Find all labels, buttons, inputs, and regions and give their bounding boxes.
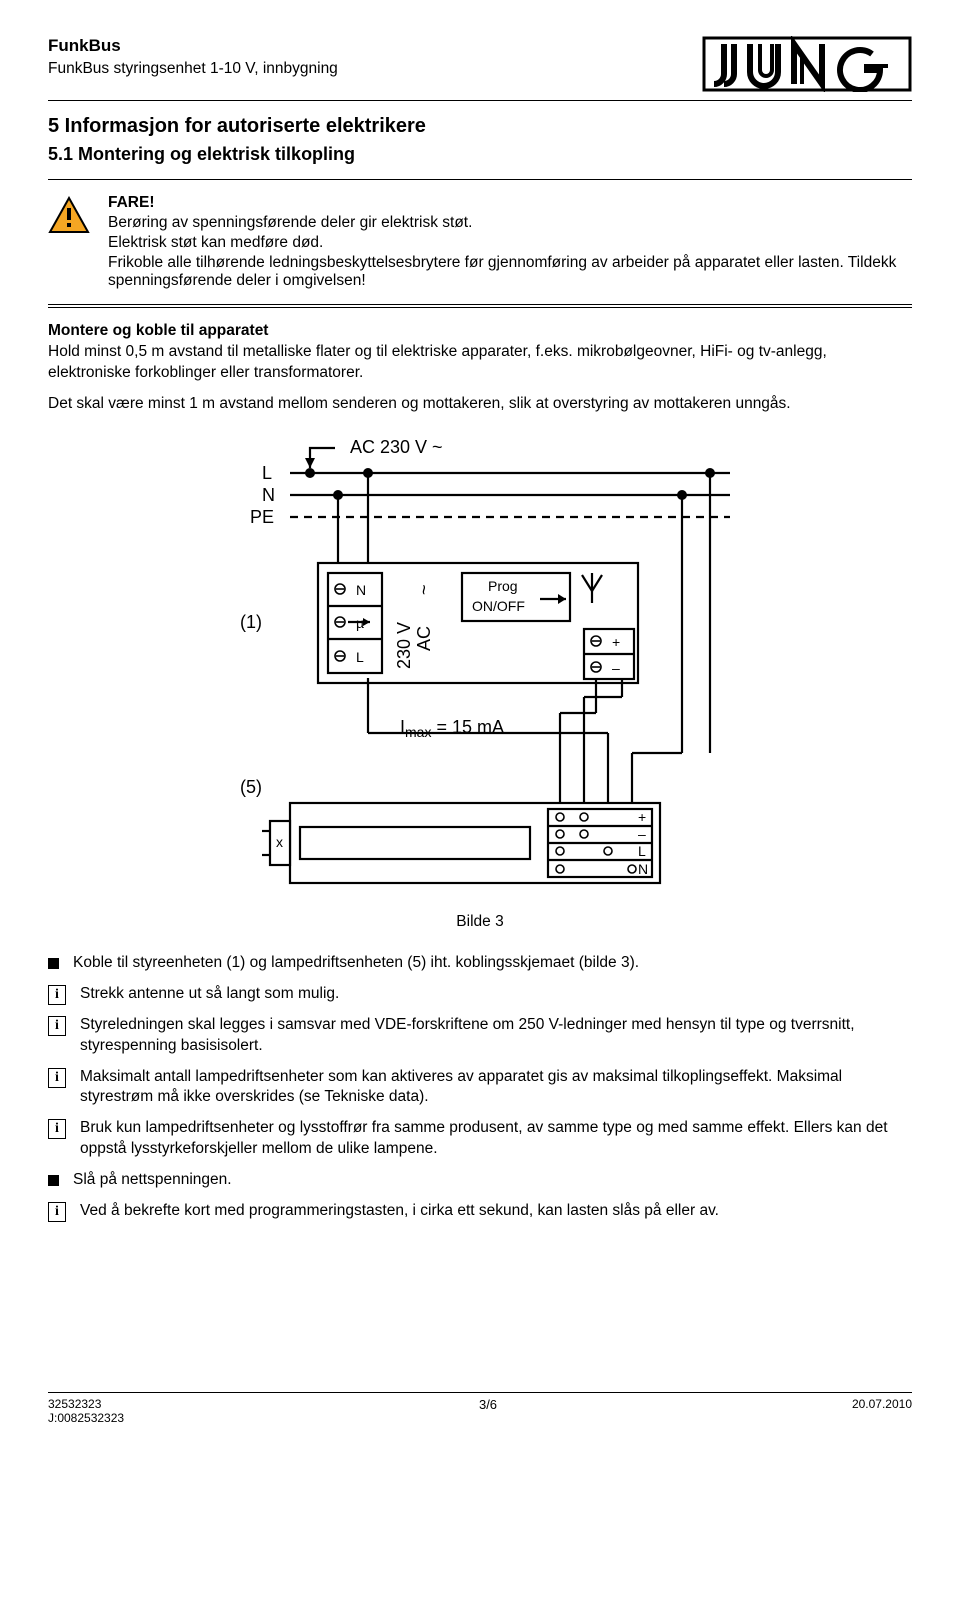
info-icon: i (48, 1202, 66, 1222)
wiring-diagram: .wire { stroke:#000; stroke-width:2.2; f… (200, 433, 760, 903)
instruction-item: i Bruk kun lampedriftsenheter og lysstoff… (48, 1118, 912, 1160)
figure-caption: Bilde 3 (48, 913, 912, 931)
svg-text:~: ~ (414, 584, 434, 595)
minus-label: – (612, 660, 620, 676)
mount-para-2: Det skal være minst 1 m avstand mellom s… (48, 394, 912, 415)
instruction-text: Bruk kun lampedriftsenheter og lysstoffr… (80, 1118, 912, 1160)
b-N: N (638, 861, 648, 877)
bullet-icon (48, 1175, 59, 1186)
instruction-text: Styreledningen skal legges i samsvar med… (80, 1015, 912, 1057)
PE-label: PE (250, 507, 274, 527)
L-label: L (262, 463, 272, 483)
instruction-text: Maksimalt antall lampedriftsenheter som … (80, 1067, 912, 1109)
term-N: N (356, 582, 366, 598)
instruction-item: i Maksimalt antall lampedriftsenheter som… (48, 1067, 912, 1109)
instruction-item: i Styreledningen skal legges i samsvar me… (48, 1015, 912, 1057)
ac-label: AC 230 V ~ (350, 437, 443, 457)
N-label: N (262, 485, 275, 505)
term-L: L (356, 649, 364, 665)
page-footer: 32532323 J:0082532323 3/6 20.07.2010 (48, 1392, 912, 1425)
b-minus: – (638, 826, 646, 842)
warning-line-2: Elektrisk støt kan medføre død. (108, 234, 912, 252)
danger-label: FARE! (108, 194, 912, 212)
product-name: FunkBus styringsenhet 1-10 V, innbygning (48, 60, 338, 77)
footer-date: 20.07.2010 (852, 1397, 912, 1425)
onoff-label: ON/OFF (472, 598, 525, 614)
instruction-list: Koble til styreenheten (1) og lampedrift… (48, 953, 912, 1222)
section-title: 5 Informasjon for autoriserte elektriker… (48, 115, 912, 138)
instruction-item: i Strekk antenne ut så langt som mulig. (48, 984, 912, 1005)
header-left: FunkBus FunkBus styringsenhet 1-10 V, in… (48, 36, 338, 78)
rot-AC: AC (414, 626, 434, 651)
ref5-label: (5) (240, 777, 262, 797)
jung-logo (702, 36, 912, 92)
brand-name: FunkBus (48, 36, 338, 56)
info-icon: i (48, 1068, 66, 1088)
b-L: L (638, 843, 646, 859)
ref1-label: (1) (240, 612, 262, 632)
b-plus: + (638, 809, 646, 825)
rot-230: 230 V (394, 622, 414, 669)
warning-line-1: Berøring av spenningsførende deler gir e… (108, 214, 912, 232)
warning-triangle-icon (48, 196, 90, 234)
warning-line-3: Frikoble alle tilhørende ledningsbeskytt… (108, 254, 912, 290)
x-label: x (276, 834, 283, 850)
mount-para-1: Hold minst 0,5 m avstand til metalliske … (48, 342, 912, 384)
bullet-icon (48, 958, 59, 969)
page-header: FunkBus FunkBus styringsenhet 1-10 V, in… (48, 36, 912, 101)
mount-title: Montere og koble til apparatet (48, 322, 912, 340)
plus-label: + (612, 634, 620, 650)
info-icon: i (48, 1016, 66, 1036)
warning-block: FARE! Berøring av spenningsførende deler… (48, 194, 912, 305)
divider (48, 179, 912, 180)
instruction-item: Slå på nettspenningen. (48, 1170, 912, 1191)
prog-label: Prog (488, 578, 518, 594)
footer-code-1: 32532323 (48, 1397, 124, 1411)
divider (48, 307, 912, 308)
instruction-item: Koble til styreenheten (1) og lampedrift… (48, 953, 912, 974)
instruction-text: Slå på nettspenningen. (73, 1170, 232, 1191)
footer-page: 3/6 (479, 1397, 497, 1425)
instruction-text: Ved å bekrefte kort med programmeringsta… (80, 1201, 719, 1222)
warning-text: FARE! Berøring av spenningsførende deler… (108, 194, 912, 292)
svg-text:Imax = 15 mA: Imax = 15 mA (400, 717, 504, 740)
instruction-text: Strekk antenne ut så langt som mulig. (80, 984, 339, 1005)
instruction-item: i Ved å bekrefte kort med programmeringst… (48, 1201, 912, 1222)
subsection-title: 5.1 Montering og elektrisk tilkopling (48, 144, 912, 165)
info-icon: i (48, 1119, 66, 1139)
info-icon: i (48, 985, 66, 1005)
instruction-text: Koble til styreenheten (1) og lampedrift… (73, 953, 639, 974)
footer-code-2: J:0082532323 (48, 1411, 124, 1425)
